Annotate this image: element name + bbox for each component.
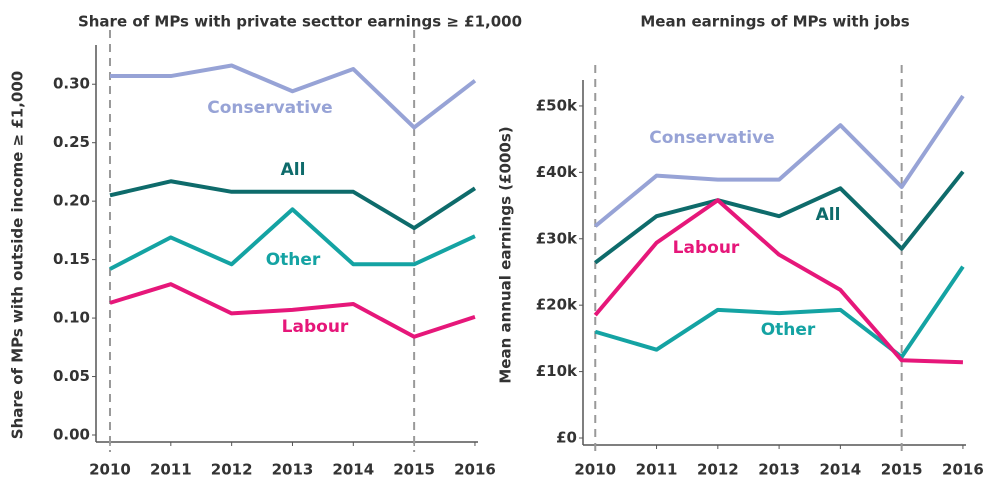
y-tick-label: £30k	[536, 229, 578, 247]
x-tick-label: 2014	[820, 461, 862, 479]
y-tick-label: £0	[556, 429, 577, 447]
y-tick-label: £20k	[536, 296, 578, 314]
series-label: All	[816, 205, 841, 225]
y-tick-label: £40k	[536, 163, 578, 181]
x-tick-label: 2014	[332, 461, 374, 479]
x-tick-label: 2013	[758, 461, 800, 479]
series-label: Conservative	[207, 98, 332, 118]
x-tick-label: 2016	[942, 461, 984, 479]
y-tick-label: 0.10	[53, 309, 90, 327]
y-axis-title: Mean annual earnings (£000s)	[497, 126, 515, 383]
line	[594, 170, 965, 265]
line	[109, 179, 477, 231]
line	[109, 282, 476, 339]
y-tick-label: 0.00	[53, 426, 90, 444]
x-tick-label: 2011	[150, 461, 192, 479]
y-tick-label: 0.25	[53, 133, 90, 151]
line	[109, 207, 476, 271]
y-tick-label: 0.05	[53, 367, 90, 385]
line	[593, 94, 965, 228]
series-label: Labour	[673, 238, 740, 258]
x-tick-label: 2010	[574, 461, 616, 479]
series-label: Conservative	[649, 128, 774, 148]
chart-title: Mean earnings of MPs with jobs	[640, 13, 909, 31]
x-tick-label: 2012	[697, 461, 739, 479]
line	[109, 63, 477, 130]
y-tick-label: £10k	[536, 362, 578, 380]
x-tick-label: 2013	[272, 461, 314, 479]
y-tick-label: 0.30	[53, 75, 90, 93]
x-tick-label: 2010	[89, 461, 131, 479]
y-tick-label: 0.15	[53, 250, 90, 268]
y-axis-title: Share of MPs with outside income ≥ £1,00…	[9, 71, 27, 439]
y-tick-label: £50k	[536, 96, 578, 114]
series-label: Labour	[282, 317, 349, 337]
x-tick-label: 2015	[393, 461, 435, 479]
line	[594, 265, 965, 359]
y-tick-label: 0.20	[53, 192, 90, 210]
series-label: Other	[761, 320, 816, 340]
series-label: All	[281, 160, 306, 180]
x-tick-label: 2012	[211, 461, 253, 479]
series-label: Other	[266, 250, 321, 270]
x-tick-label: 2016	[454, 461, 496, 479]
line	[593, 198, 964, 365]
x-tick-label: 2015	[881, 461, 923, 479]
x-tick-label: 2011	[636, 461, 678, 479]
chart-title: Share of MPs with private secttor earnin…	[78, 13, 522, 31]
